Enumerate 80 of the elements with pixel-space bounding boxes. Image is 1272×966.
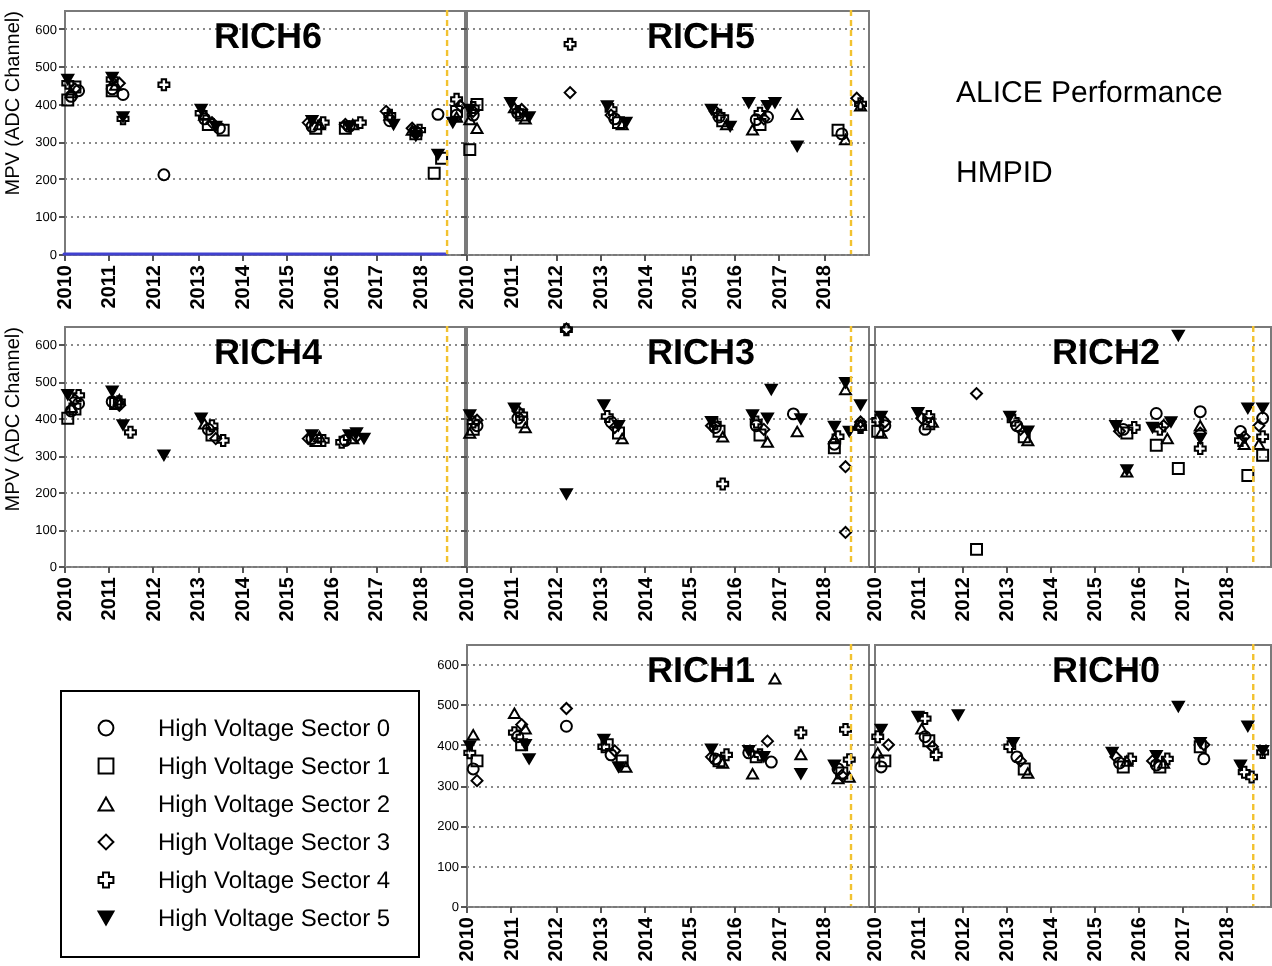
y-axis-title: MPV (ADC Channel) (3, 11, 26, 196)
x-tick-label: 2011 (501, 264, 524, 309)
x-tick-label: 2011 (99, 576, 122, 621)
x-tick-label: 2018 (814, 916, 837, 962)
legend-label: High Voltage Sector 0 (158, 714, 391, 742)
x-tick-label: 2010 (457, 576, 479, 622)
x-tick-label: 2015 (680, 264, 703, 310)
x-tick-label: 2010 (457, 264, 479, 310)
y-axis-title: MPV (ADC Channel) (3, 327, 26, 512)
x-tick-label: 2016 (724, 264, 747, 310)
x-tick-label: 2015 (680, 916, 703, 962)
text: ALICE Performance (956, 76, 1223, 110)
x-tick-label: 2013 (591, 576, 614, 622)
x-tick-label: 2012 (546, 264, 569, 310)
x-tick-label: 2011 (99, 264, 122, 309)
x-tick-label: 2010 (55, 264, 77, 310)
x-tick-label: 2010 (865, 916, 887, 962)
chart-title: RICH1 (646, 650, 756, 690)
x-tick-label: 2017 (769, 264, 792, 310)
x-tick-label: 2015 (277, 576, 300, 622)
x-tick-label: 2017 (769, 916, 792, 962)
x-tick-label: 2015 (1084, 576, 1107, 622)
chart-title: RICH3 (646, 332, 756, 372)
x-tick-label: 2016 (1128, 576, 1151, 622)
x-tick-label: 2017 (769, 576, 792, 622)
x-tick-label: 2010 (457, 916, 479, 962)
x-tick-label: 2011 (501, 916, 524, 961)
x-tick-label: 2012 (546, 576, 569, 622)
x-tick-label: 2014 (635, 576, 658, 622)
x-tick-label: 2016 (321, 576, 344, 622)
x-tick-label: 2014 (232, 264, 255, 310)
x-tick-label: 2011 (501, 576, 524, 621)
x-tick-label: 2012 (143, 576, 166, 622)
x-tick-label: 2010 (865, 576, 887, 622)
chart-title: RICH0 (1051, 650, 1161, 690)
x-tick-label: 2016 (1128, 916, 1151, 962)
chart-title: RICH6 (213, 16, 323, 56)
x-tick-label: 2016 (321, 264, 344, 310)
x-tick-label: 2014 (635, 264, 658, 310)
x-tick-label: 2012 (143, 264, 166, 310)
x-tick-label: 2014 (1041, 916, 1064, 962)
x-tick-label: 2012 (546, 916, 569, 962)
x-tick-label: 2018 (410, 264, 433, 310)
text: HMPID (956, 156, 1053, 190)
x-tick-label: 2018 (814, 264, 837, 310)
x-tick-label: 2017 (366, 576, 389, 622)
x-tick-label: 2010 (55, 576, 77, 622)
x-tick-label: 2014 (635, 916, 658, 962)
x-tick-label: 2014 (1041, 576, 1064, 622)
x-tick-label: 2011 (908, 916, 931, 961)
x-tick-label: 2011 (908, 576, 931, 621)
x-tick-label: 2017 (1173, 576, 1196, 622)
legend-label: High Voltage Sector 1 (158, 752, 391, 780)
x-tick-label: 2013 (591, 916, 614, 962)
x-tick-label: 2012 (952, 576, 975, 622)
chart-title: RICH2 (1051, 332, 1161, 372)
x-tick-label: 2016 (724, 576, 747, 622)
x-tick-label: 2015 (277, 264, 300, 310)
x-tick-label: 2017 (366, 264, 389, 310)
legend-label: High Voltage Sector 3 (158, 828, 391, 856)
x-tick-label: 2012 (952, 916, 975, 962)
x-tick-label: 2013 (997, 576, 1020, 622)
x-tick-label: 2018 (1217, 576, 1240, 622)
x-tick-label: 2014 (232, 576, 255, 622)
chart-title: RICH4 (213, 332, 323, 372)
x-tick-label: 2016 (724, 916, 747, 962)
x-tick-label: 2017 (1173, 916, 1196, 962)
x-tick-label: 2013 (997, 916, 1020, 962)
chart-title: RICH5 (646, 16, 756, 56)
legend-label: High Voltage Sector 5 (158, 904, 391, 932)
x-tick-label: 2013 (188, 264, 211, 310)
legend-label: High Voltage Sector 4 (158, 866, 391, 894)
x-tick-label: 2015 (680, 576, 703, 622)
legend-label: High Voltage Sector 2 (158, 790, 391, 818)
x-tick-label: 2015 (1084, 916, 1107, 962)
x-tick-label: 2018 (1217, 916, 1240, 962)
x-tick-label: 2018 (410, 576, 433, 622)
x-tick-label: 2013 (591, 264, 614, 310)
x-tick-label: 2018 (814, 576, 837, 622)
x-tick-label: 2013 (188, 576, 211, 622)
